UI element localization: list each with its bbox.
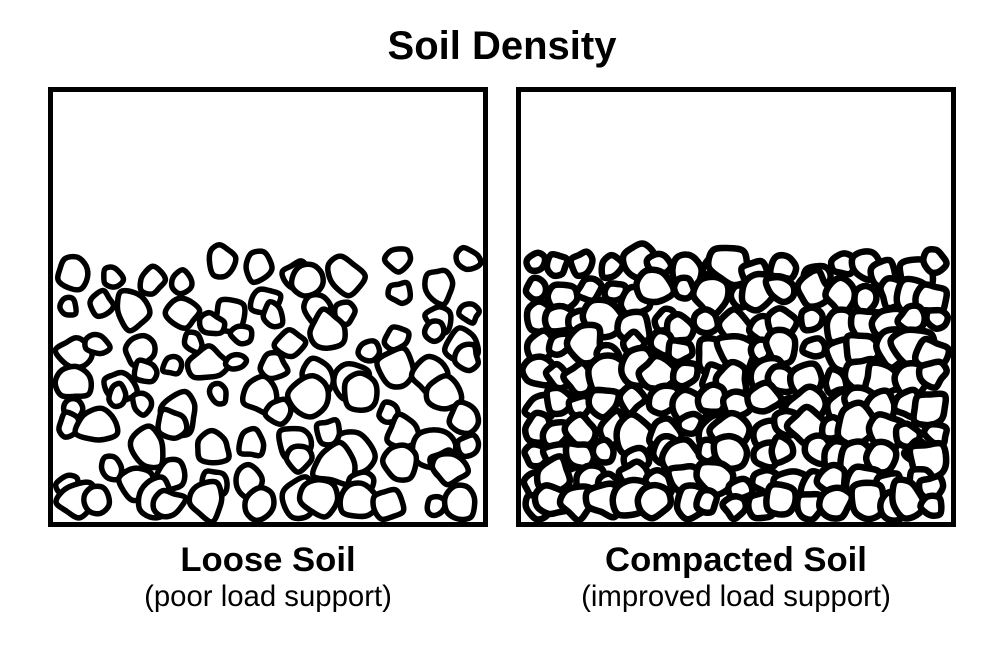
page: Soil Density Loose Soil (poor load suppo… xyxy=(0,0,1004,672)
soil-box-loose xyxy=(48,87,488,527)
caption-main-loose: Loose Soil xyxy=(180,541,355,580)
caption-main-compacted: Compacted Soil xyxy=(605,541,867,580)
soil-svg-loose xyxy=(53,92,483,522)
panel-row: Loose Soil (poor load support) Compacted… xyxy=(0,87,1004,614)
diagram-title: Soil Density xyxy=(0,24,1004,69)
caption-sub-loose: (poor load support) xyxy=(144,580,392,614)
soil-svg-compacted xyxy=(521,92,951,522)
panel-loose: Loose Soil (poor load support) xyxy=(48,87,488,614)
panel-compacted: Compacted Soil (improved load support) xyxy=(516,87,956,614)
caption-sub-compacted: (improved load support) xyxy=(581,580,891,614)
soil-box-compacted xyxy=(516,87,956,527)
